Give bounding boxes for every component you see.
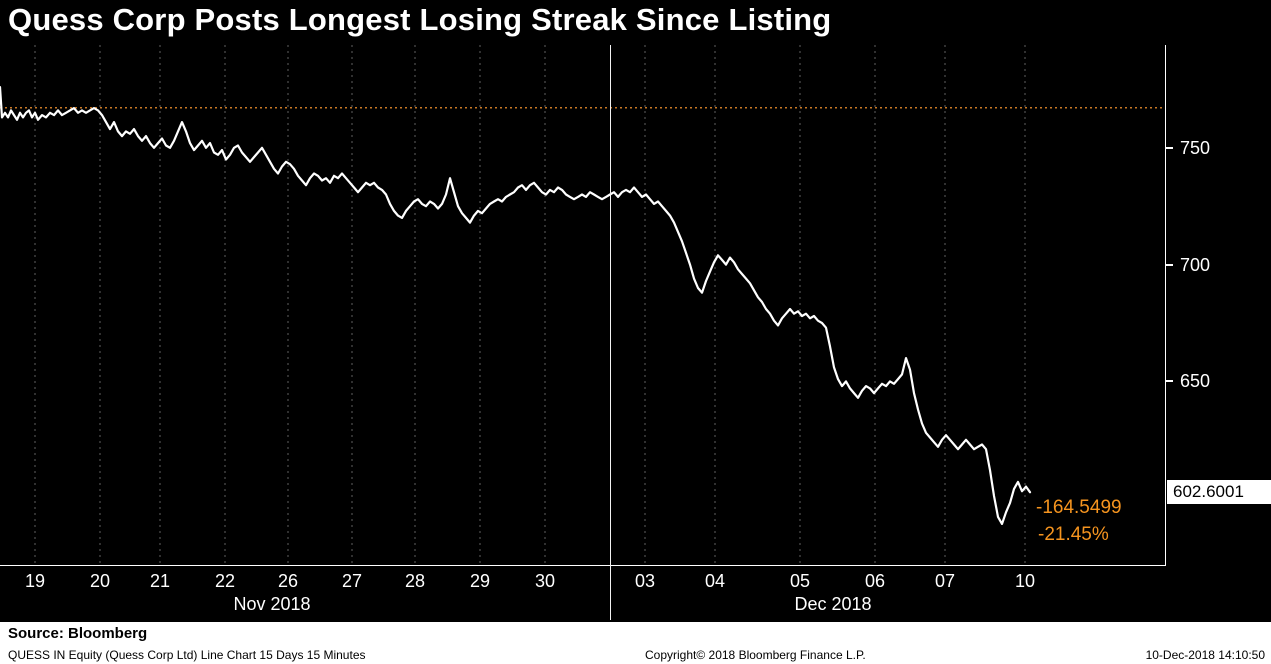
month-label: Dec 2018 (794, 594, 872, 614)
x-axis-label: 04 (704, 571, 726, 591)
plot-area: -164.5499 -21.45% (0, 45, 1165, 566)
x-axis-label: 27 (341, 571, 363, 591)
x-axis-label: 30 (534, 571, 556, 591)
x-axis: 19 20 21 22 26 27 28 29 30 03 04 05 06 07 10 (0, 566, 1165, 594)
x-axis-label: 03 (634, 571, 656, 591)
last-price-label: 602.6001 (1167, 480, 1271, 505)
price-line (0, 85, 1032, 525)
change-percent-label: -21.45% (1038, 524, 1109, 545)
footer-chart-description: QUESS IN Equity (Quess Corp Ltd) Line Ch… (8, 648, 366, 662)
x-axis-label: 29 (469, 571, 491, 591)
footer-timestamp: 10-Dec-2018 14:10:50 (1145, 648, 1265, 662)
x-axis-label: 10 (1014, 571, 1036, 591)
x-axis-label: 20 (89, 571, 111, 591)
x-axis-label: 26 (277, 571, 299, 591)
x-axis-label: 19 (24, 571, 46, 591)
x-axis-label: 21 (149, 571, 171, 591)
x-axis-label: 07 (934, 571, 956, 591)
x-axis-label: 22 (214, 571, 236, 591)
month-separator-line (610, 45, 611, 620)
footer-copyright: Copyright© 2018 Bloomberg Finance L.P. (645, 648, 866, 662)
x-axis-label: 06 (864, 571, 886, 591)
source-label: Source: Bloomberg (8, 625, 148, 642)
month-label: Nov 2018 (233, 594, 311, 614)
month-labels-row: Nov 2018 Dec 2018 (0, 592, 1165, 618)
x-axis-label: 05 (789, 571, 811, 591)
y-axis-label: 700 (1180, 254, 1211, 275)
x-axis-label: 28 (404, 571, 426, 591)
y-axis: 750 700 650 602.6001 (1165, 45, 1271, 566)
y-axis-tickmark (1166, 380, 1173, 383)
chart-title: Quess Corp Posts Longest Losing Streak S… (8, 2, 832, 37)
price-line-chart (0, 45, 1165, 566)
footer: Source: Bloomberg QUESS IN Equity (Quess… (0, 622, 1271, 664)
y-axis-tickmark (1166, 263, 1173, 266)
y-axis-label: 750 (1180, 137, 1211, 158)
change-absolute-label: -164.5499 (1036, 497, 1122, 518)
y-axis-tickmark (1166, 146, 1173, 149)
y-axis-label: 650 (1180, 371, 1211, 392)
